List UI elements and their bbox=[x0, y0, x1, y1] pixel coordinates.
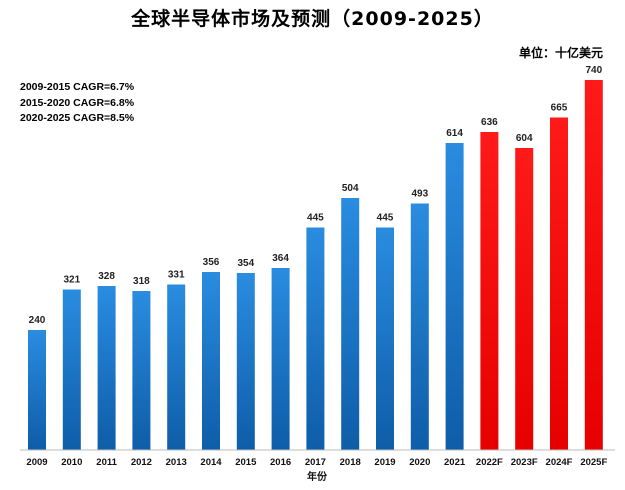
data-label-2021: 614 bbox=[446, 128, 463, 139]
bar-2012 bbox=[132, 291, 151, 450]
data-label-2025F: 740 bbox=[585, 65, 602, 76]
x-axis-label: 年份 bbox=[307, 470, 328, 483]
bar-2020 bbox=[410, 203, 429, 450]
unit-label: 单位：十亿美元 bbox=[518, 46, 603, 60]
cagr-annotation-1: 2009-2015 CAGR=6.7% bbox=[20, 81, 135, 93]
data-label-2019: 445 bbox=[377, 213, 394, 224]
data-label-2014: 356 bbox=[203, 257, 220, 268]
bar-2013 bbox=[167, 284, 186, 450]
x-tick-2022F: 2022F bbox=[476, 457, 503, 468]
bar-2023F bbox=[515, 148, 534, 450]
x-tick-2013: 2013 bbox=[166, 457, 187, 468]
data-label-2016: 364 bbox=[272, 253, 289, 264]
data-label-2020: 493 bbox=[411, 189, 428, 200]
bar-2025F bbox=[584, 80, 603, 450]
x-tick-2025F: 2025F bbox=[580, 457, 607, 468]
bar-2010 bbox=[62, 289, 81, 450]
data-label-2024F: 665 bbox=[551, 103, 568, 114]
x-tick-2016: 2016 bbox=[270, 457, 291, 468]
data-label-2013: 331 bbox=[168, 270, 185, 281]
cagr-annotation-2: 2015-2020 CAGR=6.8% bbox=[20, 96, 135, 109]
bar-2011 bbox=[97, 286, 116, 450]
bar-2014 bbox=[202, 272, 220, 450]
x-tick-2014: 2014 bbox=[200, 457, 222, 468]
x-tick-2018: 2018 bbox=[340, 457, 361, 468]
x-tick-2011: 2011 bbox=[96, 457, 117, 468]
data-label-2015: 354 bbox=[237, 258, 254, 269]
bars-group: 240 2009 321 2010 328 2011 318 2012 331 2013 356 20… bbox=[26, 65, 607, 468]
bar-2015 bbox=[236, 273, 255, 450]
data-label-2023F: 604 bbox=[516, 133, 533, 144]
bar-2016 bbox=[271, 268, 290, 450]
x-tick-2009: 2009 bbox=[26, 457, 47, 468]
x-tick-2010: 2010 bbox=[61, 457, 82, 468]
x-tick-2023F: 2023F bbox=[511, 457, 538, 468]
data-label-2022F: 636 bbox=[481, 117, 498, 128]
bar-2017 bbox=[306, 227, 325, 450]
bar-2019 bbox=[376, 227, 394, 450]
x-tick-2017: 2017 bbox=[305, 457, 326, 468]
bar-2009 bbox=[28, 330, 46, 450]
x-tick-2012: 2012 bbox=[131, 457, 152, 468]
chart-title: 全球半导体市场及预测（2009-2025） bbox=[131, 8, 494, 30]
data-label-2009: 240 bbox=[29, 315, 46, 326]
data-label-2011: 328 bbox=[98, 271, 115, 282]
bar-2018 bbox=[341, 198, 360, 450]
x-tick-2019: 2019 bbox=[374, 457, 395, 468]
bar-2022F bbox=[480, 132, 499, 450]
data-label-2010: 321 bbox=[63, 275, 80, 286]
bar-2024F bbox=[550, 117, 568, 450]
data-label-2017: 445 bbox=[307, 213, 324, 224]
x-tick-2020: 2020 bbox=[409, 457, 430, 468]
bar-2021 bbox=[445, 143, 464, 450]
x-tick-2021: 2021 bbox=[444, 457, 466, 468]
data-label-2012: 318 bbox=[133, 276, 150, 287]
x-tick-2015: 2015 bbox=[235, 457, 257, 468]
cagr-annotations: 2009-2015 CAGR=6.7% 2015-2020 CAGR=6.8% … bbox=[20, 80, 134, 127]
data-label-2018: 504 bbox=[342, 183, 359, 194]
x-tick-2024F: 2024F bbox=[546, 457, 573, 468]
cagr-annotation-3: 2020-2025 CAGR=8.5% bbox=[20, 112, 135, 124]
